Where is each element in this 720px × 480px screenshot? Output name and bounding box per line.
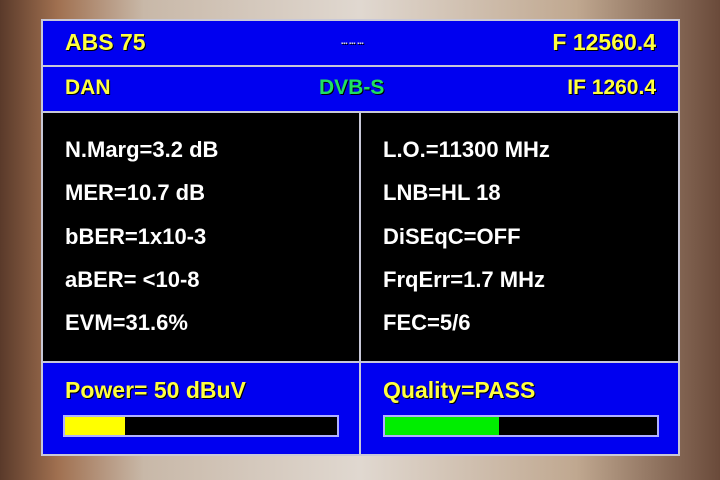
power-bar [63,415,339,437]
param-fec: FEC=5/6 [383,310,471,335]
subheader-row: DAN DVB-S IF 1260.4 [43,67,678,111]
satellite-name: ABS 75 [65,29,146,55]
if-frequency: IF 1260.4 [567,76,656,99]
power-section: Power= 50 dBuV [43,363,359,454]
meter-panel: ABS 75 ▪▪▪ ▪▪▪ ▪▪▪ F 12560.4 DAN DVB-S I… [41,19,680,456]
param-diseqc: DiSEqC=OFF [383,224,521,249]
header-row: ABS 75 ▪▪▪ ▪▪▪ ▪▪▪ F 12560.4 [43,21,678,65]
power-label: Power= 50 dBuV [65,377,246,403]
param-aber: aBER= <10-8 [65,267,200,292]
param-lo: L.O.=11300 MHz [383,137,550,162]
param-evm: EVM=31.6% [65,310,188,335]
param-nmarg: N.Marg=3.2 dB [65,137,219,162]
quality-label: Quality=PASS [383,377,536,403]
param-bber: bBER=1x10-3 [65,224,207,249]
param-lnb: LNB=HL 18 [383,180,501,205]
quality-bar-fill [385,417,500,435]
left-params: N.Marg=3.2 dB MER=10.7 dB bBER=1x10-3 aB… [43,113,359,361]
transponder-name: DAN [65,76,111,99]
quality-section: Quality=PASS [361,363,678,454]
quality-bar [383,415,659,437]
signal-indicator: ▪▪▪ ▪▪▪ ▪▪▪ [341,41,364,47]
param-mer: MER=10.7 dB [65,180,205,205]
right-params: L.O.=11300 MHz LNB=HL 18 DiSEqC=OFF FrqE… [361,113,678,361]
param-frqerr: FrqErr=1.7 MHz [383,267,545,292]
standard: DVB-S [319,76,385,99]
frequency: F 12560.4 [552,29,656,55]
power-bar-fill [65,417,125,435]
